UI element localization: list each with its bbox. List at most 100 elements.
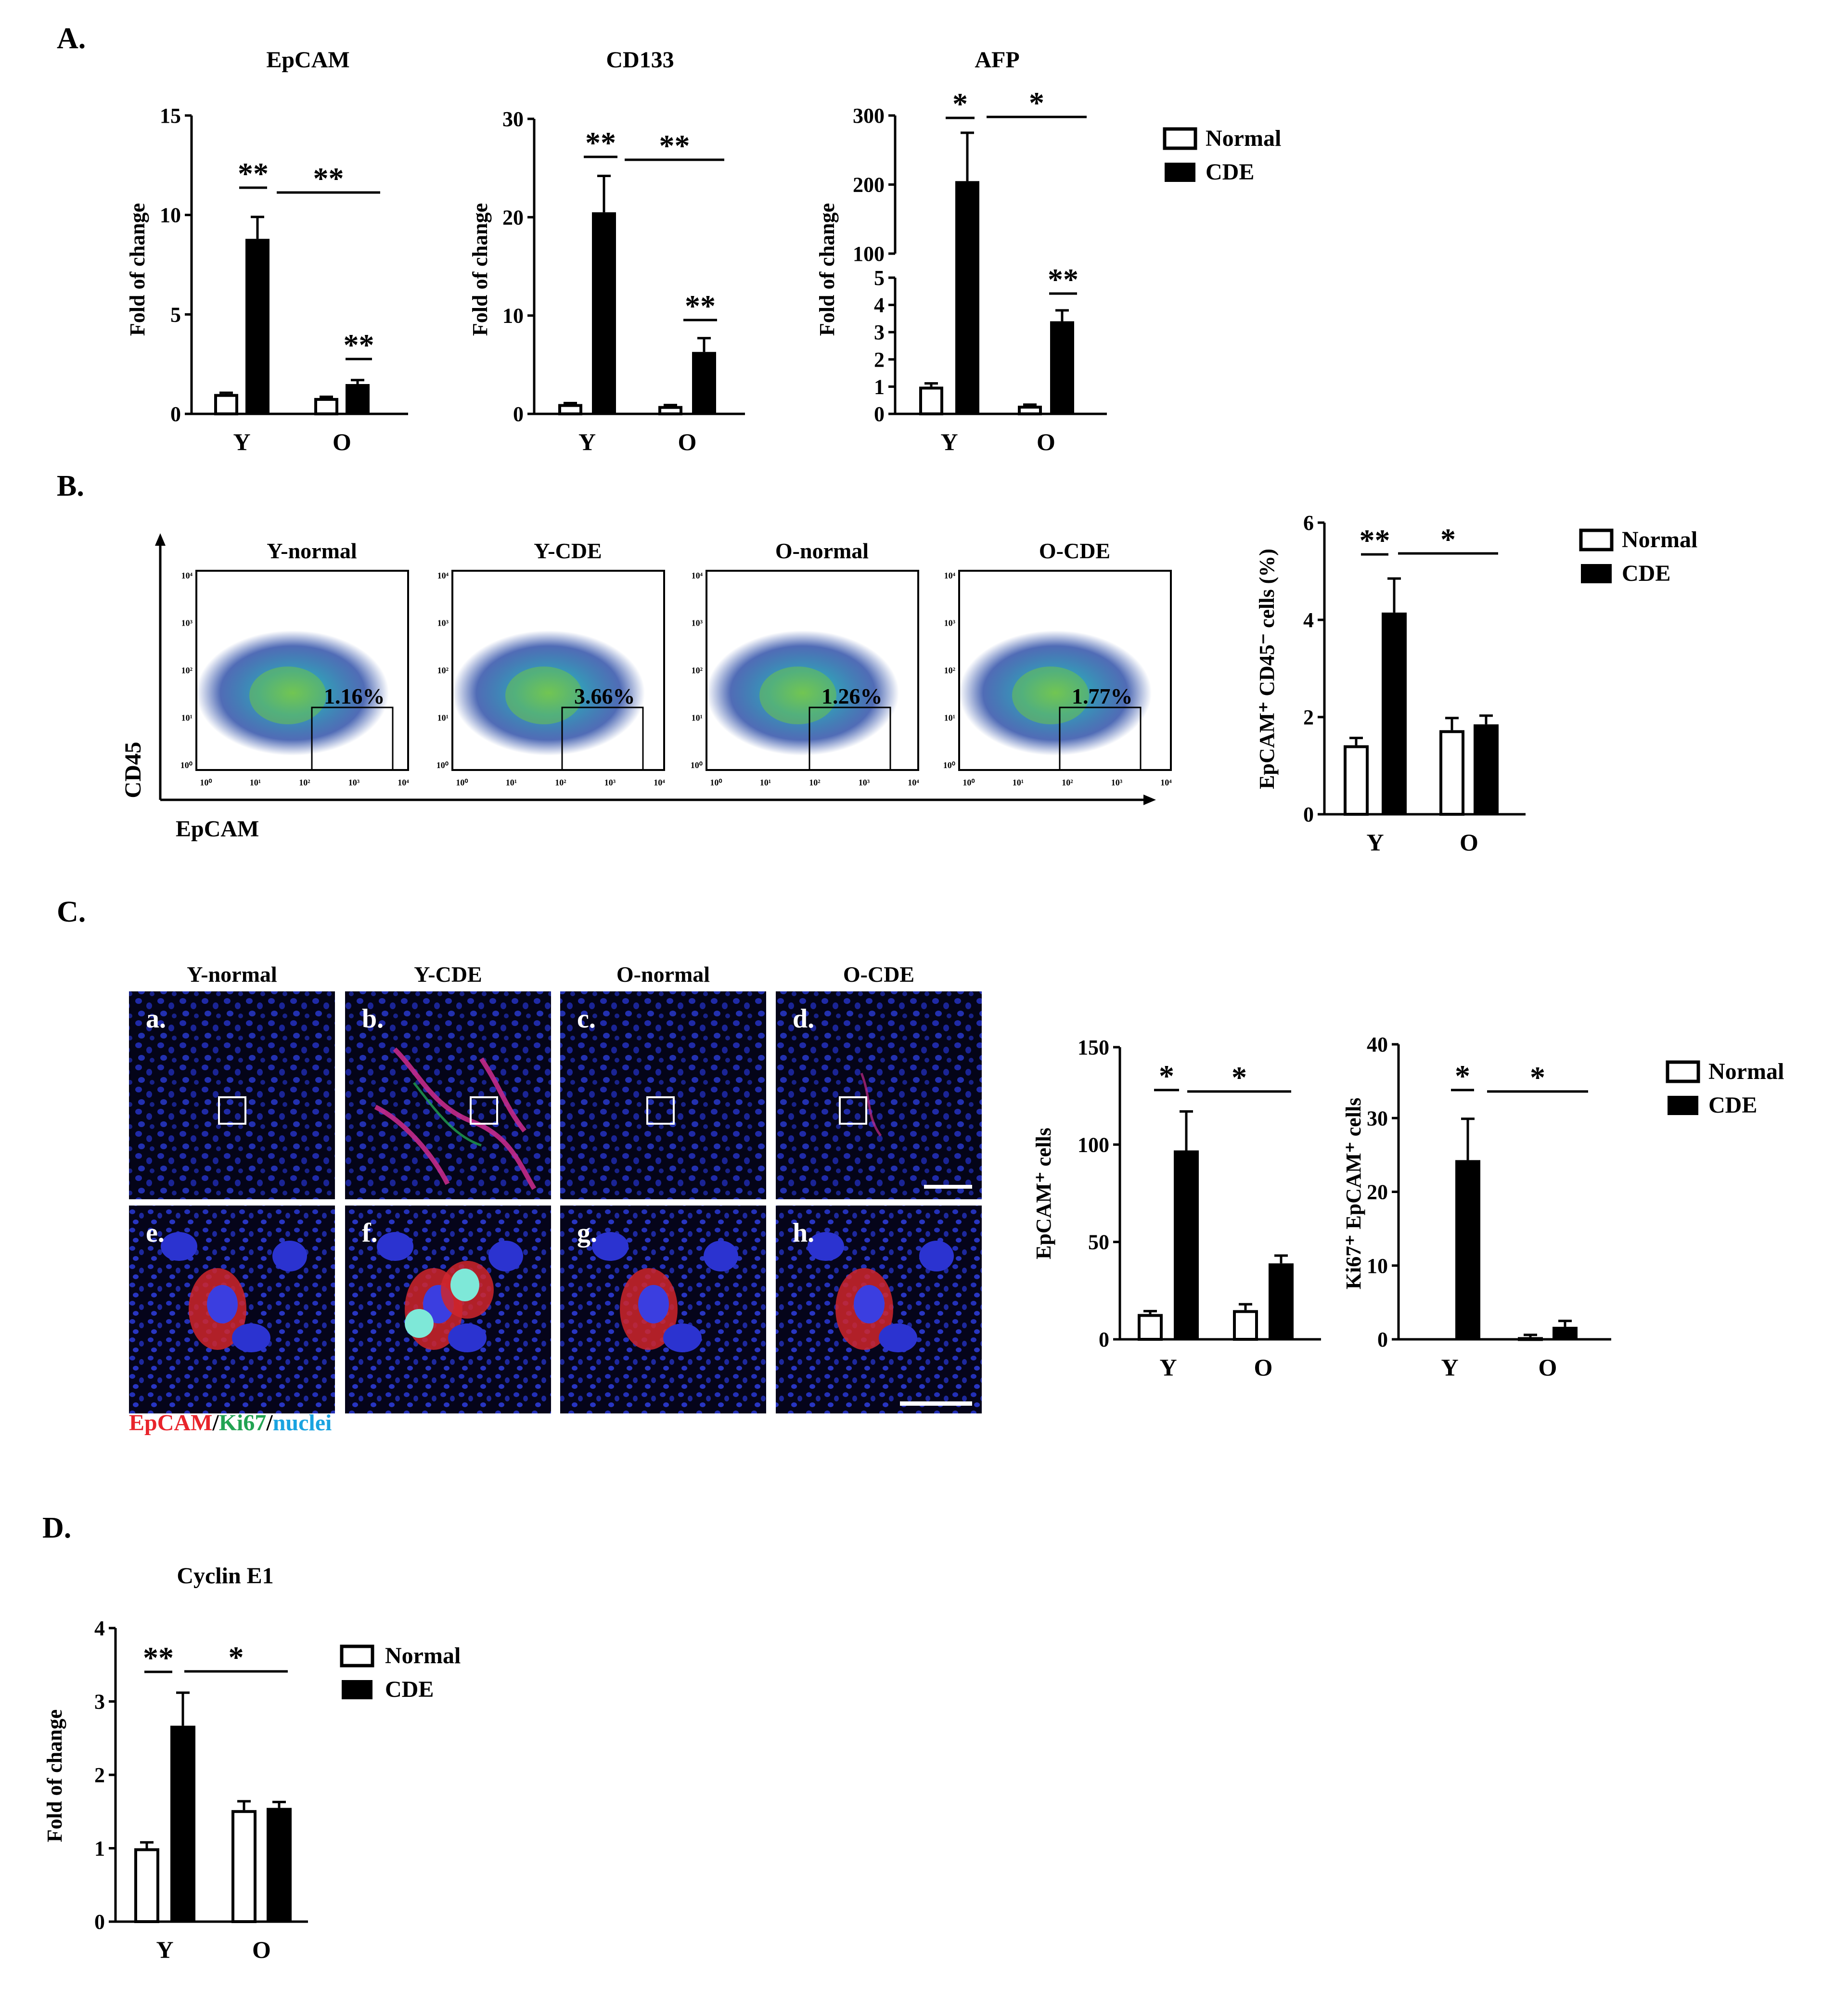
stain-sep-2: / (266, 1410, 273, 1436)
micrograph-bottom-3: g. (560, 1206, 766, 1413)
micro-column-title: O-CDE (843, 962, 914, 987)
y-tick-label: 200 (853, 173, 885, 197)
y-tick-label: 3 (874, 321, 885, 344)
nucleus (919, 1241, 954, 1271)
x-tick-label: 10¹ (506, 778, 517, 787)
y-tick-label: 10³ (181, 618, 193, 628)
x-tick-label: 10⁰ (710, 778, 722, 787)
bar-normal (1439, 730, 1464, 816)
flow-plot-y-normal: Y-normal 1.16% 10⁰ 10⁰ 10¹ 10¹ 10² 10² 10³ 10³ 10⁴… (180, 539, 410, 787)
bar-cde (170, 1725, 195, 1922)
y-tick-label: 3 (94, 1690, 105, 1714)
legend-label-normal: Normal (1206, 126, 1281, 151)
micrograph-image (129, 991, 335, 1199)
y-tick-label: 150 (1078, 1036, 1109, 1059)
y-tick-label: 50 (1088, 1231, 1109, 1254)
x-tick-label: 10⁰ (200, 778, 212, 787)
significance-marker: * (1455, 1059, 1470, 1093)
chart-title: EpCAM (266, 47, 349, 73)
ki67-stain (413, 1082, 482, 1147)
bar-normal (1344, 745, 1369, 816)
y-axis-label: EpCAM⁺ cells (1032, 1128, 1055, 1259)
nucleus (488, 1241, 523, 1271)
flow-plot-title: O-normal (775, 539, 869, 563)
inset-box (646, 1096, 675, 1125)
gate-percent: 1.26% (821, 684, 883, 708)
flow-plot-y-cde: Y-CDE 3.66% 10⁰ 10⁰ 10¹ 10¹ 10² 10² 10³ 10³ 10⁴ 10⁴ (436, 539, 666, 787)
y-tick-label: 1 (94, 1837, 105, 1861)
y-tick-label: 0 (513, 402, 524, 426)
x-tick-label: Y (1366, 829, 1384, 856)
y-tick-label: 100 (853, 242, 885, 266)
legend-swatch-normal (1666, 1060, 1700, 1083)
x-tick-label: Y (156, 1936, 173, 1963)
x-tick-label: 10³ (348, 778, 360, 787)
stain-epcam-label: EpCAM (129, 1410, 212, 1436)
legend-swatch-normal (1163, 127, 1197, 150)
microscopy-panel: Y-normal a. e. Y-CDE b. f. O-normal c. g. O-CDE d.… (129, 962, 982, 1436)
legend-swatch-cde (1668, 1096, 1698, 1115)
nucleus (879, 1323, 917, 1352)
y-tick-label: 4 (1303, 608, 1314, 632)
bar-normal (1518, 1337, 1543, 1341)
significance-marker: ** (313, 161, 344, 195)
y-tick-label: 10⁰ (180, 760, 192, 770)
y-tick-label: 10² (692, 666, 703, 675)
stain-sep-1: / (212, 1410, 219, 1436)
y-tick-label: 15 (160, 104, 181, 128)
flow-plot-title: Y-CDE (534, 539, 602, 563)
y-tick-label: 10⁰ (691, 760, 703, 770)
panel-label-d: D. (42, 1512, 71, 1544)
bar-cde (1553, 1326, 1578, 1339)
significance-marker: * (1029, 86, 1044, 120)
x-tick-label: 10¹ (1013, 778, 1024, 787)
significance-marker: ** (585, 126, 616, 160)
y-tick-label: 0 (1377, 1328, 1388, 1351)
y-tick-label: 10⁰ (943, 760, 955, 770)
nucleus (207, 1285, 238, 1323)
y-tick-label: 0 (94, 1910, 105, 1934)
significance-marker: ** (143, 1641, 174, 1675)
significance-marker: * (229, 1640, 244, 1674)
micro-letter: h. (793, 1218, 814, 1248)
nucleus (592, 1232, 629, 1261)
bar-normal (134, 1848, 159, 1923)
event-core (1012, 667, 1089, 724)
y-tick-label: 10⁴ (181, 571, 193, 580)
y-tick-label: 10 (502, 304, 524, 328)
micro-column-title: O-normal (616, 962, 710, 987)
y-tick-label: 20 (1367, 1181, 1388, 1204)
bar-cde (592, 212, 616, 414)
bar-cde (346, 384, 370, 414)
significance-marker: ** (1360, 523, 1390, 557)
y-tick-label: 10 (1367, 1254, 1388, 1278)
gate-box (561, 706, 644, 771)
y-tick-label: 10³ (944, 618, 956, 628)
gate-box (311, 706, 394, 771)
legend-d: Normal CDE (340, 1643, 461, 1702)
micro-letter: d. (793, 1004, 814, 1034)
y-tick-label: 0 (1303, 803, 1314, 826)
epcam-axis-label: EpCAM (176, 816, 259, 842)
nucleus (272, 1241, 307, 1271)
y-tick-label: 10² (437, 666, 449, 675)
x-tick-label: 10⁴ (398, 778, 409, 787)
flow-plot-title: O-CDE (1039, 539, 1110, 563)
bar-normal (1018, 406, 1042, 416)
bar-normal (231, 1810, 257, 1923)
y-tick-label: 300 (853, 104, 885, 128)
epcam-cells-chart: 0 50 100 150 Y O * * EpCAM⁺ cells (1032, 1036, 1321, 1381)
significance-marker: ** (238, 156, 269, 191)
x-tick-label: O (333, 428, 351, 455)
significance-marker: ** (685, 289, 716, 323)
gate-box (1059, 706, 1142, 771)
x-tick-label: 10¹ (250, 778, 261, 787)
flow-plot-title: Y-normal (267, 539, 357, 563)
inset-box (839, 1096, 867, 1125)
x-tick-label: 10⁴ (908, 778, 919, 787)
bar-cde (267, 1808, 292, 1922)
nucleus (854, 1285, 885, 1323)
y-tick-label: 10⁴ (692, 571, 703, 580)
scale-bar (924, 1185, 972, 1189)
y-tick-label: 4 (874, 294, 885, 317)
